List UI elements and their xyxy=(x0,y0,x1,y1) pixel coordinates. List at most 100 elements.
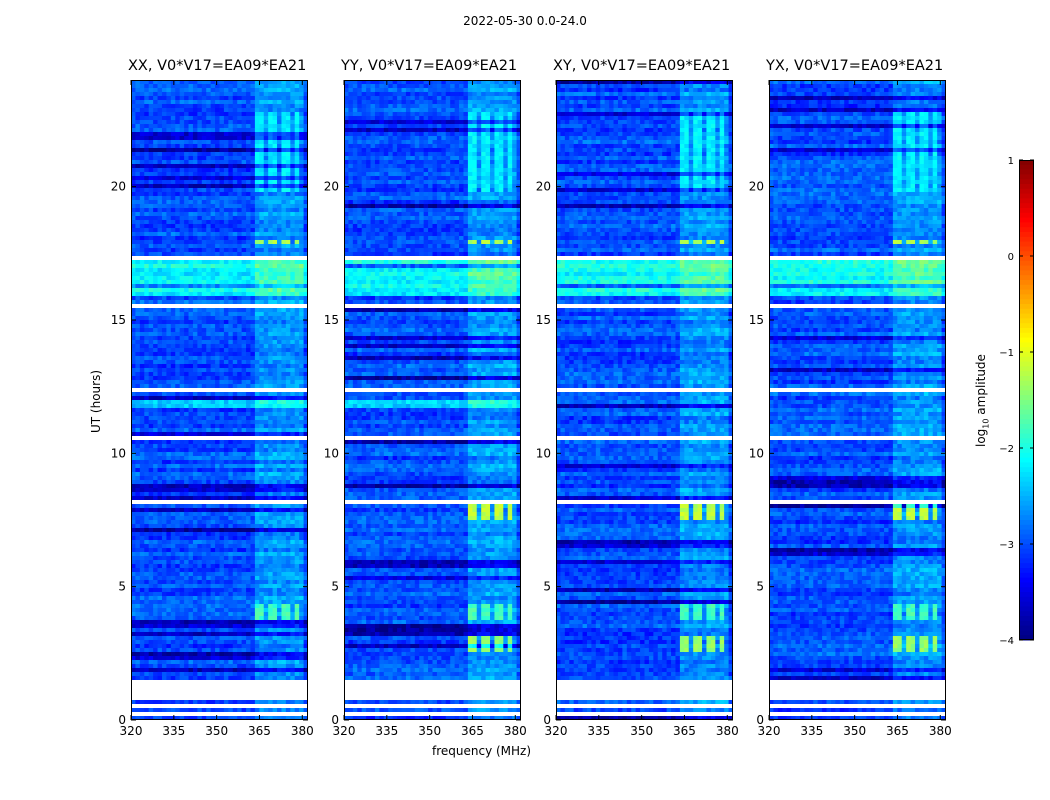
spectrogram-cell xyxy=(223,216,229,221)
spectrogram-cell xyxy=(135,172,141,177)
spectrogram-cell xyxy=(170,96,176,101)
spectrogram-cell xyxy=(254,580,260,585)
spectrogram-cell xyxy=(285,264,291,269)
spectrogram-cell xyxy=(192,196,198,201)
spectrogram-cell xyxy=(294,160,300,165)
spectrogram-cell xyxy=(201,376,207,381)
spectrogram-cell xyxy=(215,228,220,233)
spectrogram-cell xyxy=(131,444,136,449)
spectrogram-cell xyxy=(263,572,269,577)
spectrogram-cell xyxy=(219,480,225,485)
spectrogram-cell xyxy=(215,564,220,569)
spectrogram-cell xyxy=(299,172,304,177)
spectrogram-cell xyxy=(197,268,203,273)
spectrogram-cell xyxy=(188,320,194,325)
spectrogram-cell xyxy=(285,132,291,137)
spectrogram-cell xyxy=(166,244,172,249)
spectrogram-cell xyxy=(277,180,282,185)
spectrogram-cell xyxy=(161,348,167,353)
spectrogram-cell xyxy=(197,344,203,349)
spectrogram-cell xyxy=(241,132,247,137)
spectrogram-cell xyxy=(277,336,282,341)
spectrogram-cell xyxy=(223,412,229,417)
spectrogram-cell xyxy=(192,276,198,281)
spectrogram-cell xyxy=(215,508,220,513)
spectrogram-cell xyxy=(232,144,238,149)
spectrogram-cell xyxy=(254,236,260,241)
spectrogram-cell xyxy=(161,372,167,377)
spectrogram-cell xyxy=(294,348,300,353)
spectrogram-cell xyxy=(223,260,229,265)
spectrogram-cell xyxy=(197,504,203,509)
spectrogram-cell xyxy=(166,444,172,449)
spectrogram-cell xyxy=(179,532,185,537)
spectrogram-cell xyxy=(290,456,296,461)
spectrogram-cell xyxy=(303,496,308,501)
spectrogram-cell xyxy=(135,372,141,377)
spectrogram-cell xyxy=(294,320,300,325)
spectrogram-cell xyxy=(281,324,287,329)
spectrogram-cell xyxy=(215,332,220,337)
spectrogram-cell xyxy=(215,128,220,133)
spectrogram-cell xyxy=(148,112,154,117)
spectrogram-cell xyxy=(157,292,163,297)
spectrogram-cell xyxy=(281,516,287,521)
spectrogram-cell xyxy=(210,300,216,305)
spectrogram-cell xyxy=(259,312,265,317)
spectrogram-cell xyxy=(139,288,145,293)
spectrogram-cell xyxy=(294,356,300,361)
spectrogram-cell xyxy=(263,372,269,377)
spectrogram-cell xyxy=(223,208,229,213)
spectrogram-cell xyxy=(277,112,282,117)
spectrogram-cell xyxy=(184,512,189,517)
spectrogram-cell xyxy=(241,472,247,477)
spectrogram-cell xyxy=(263,568,269,573)
spectrogram-cell xyxy=(206,88,212,93)
spectrogram-cell xyxy=(285,200,291,205)
spectrogram-cell xyxy=(250,572,256,577)
spectrogram-cell xyxy=(254,504,260,509)
spectrogram-cell xyxy=(210,188,216,193)
spectrogram-cell xyxy=(219,380,225,385)
spectrogram-cell xyxy=(237,248,243,253)
spectrogram-cell xyxy=(188,432,194,437)
spectrogram-cell xyxy=(135,352,141,357)
spectrogram-cell xyxy=(170,420,176,425)
spectrogram-cell xyxy=(144,148,150,153)
spectrogram-cell xyxy=(268,324,273,329)
spectrogram-cell xyxy=(184,364,189,369)
spectrogram-cell xyxy=(153,580,158,585)
spectrogram-cell xyxy=(237,376,243,381)
spectrogram-cell xyxy=(246,160,251,165)
spectrogram-cell xyxy=(299,92,304,97)
spectrogram-cell xyxy=(268,396,273,401)
spectrogram-cell xyxy=(210,272,216,277)
spectrogram-cell xyxy=(170,592,176,597)
spectrogram-cell xyxy=(170,176,176,181)
spectrogram-cell xyxy=(294,264,300,269)
spectrogram-cell xyxy=(184,400,189,405)
spectrogram-cell xyxy=(281,92,287,97)
spectrogram-cell xyxy=(272,344,278,349)
spectrogram-cell xyxy=(268,572,273,577)
spectrogram-cell xyxy=(188,524,194,529)
spectrogram-cell xyxy=(144,196,150,201)
spectrogram-cell xyxy=(188,184,194,189)
spectrogram-cell xyxy=(285,348,291,353)
spectrogram-cell xyxy=(303,572,308,577)
spectrogram-cell xyxy=(285,92,291,97)
spectrogram-cell xyxy=(210,496,216,501)
spectrogram-cell xyxy=(170,160,176,165)
spectrogram-cell xyxy=(285,124,291,129)
spectrogram-cell xyxy=(277,196,282,201)
spectrogram-cell xyxy=(175,328,181,333)
spectrogram-cell xyxy=(219,392,225,397)
spectrogram-cell xyxy=(241,216,247,221)
spectrogram-cell xyxy=(281,340,287,345)
spectrogram-cell xyxy=(206,220,212,225)
spectrogram-cell xyxy=(223,92,229,97)
spectrogram-cell xyxy=(246,272,251,277)
spectrogram-cell xyxy=(144,340,150,345)
spectrogram-cell xyxy=(281,140,287,145)
spectrogram-cell xyxy=(294,84,300,89)
